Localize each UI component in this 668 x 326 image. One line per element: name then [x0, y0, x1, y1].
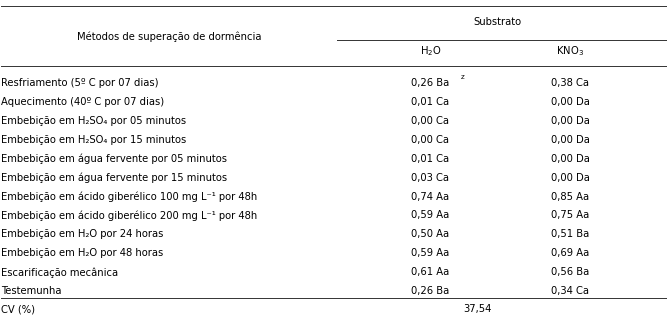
Text: 0,00 Da: 0,00 Da: [550, 96, 590, 107]
Text: Embebição em ácido giberélico 200 mg L⁻¹ por 48h: Embebição em ácido giberélico 200 mg L⁻¹…: [1, 210, 258, 221]
Text: 0,26 Ba: 0,26 Ba: [411, 287, 450, 296]
Text: 0,00 Da: 0,00 Da: [550, 135, 590, 145]
Text: 0,00 Ca: 0,00 Ca: [411, 116, 450, 126]
Text: 0,61 Aa: 0,61 Aa: [411, 267, 450, 277]
Text: 0,75 Aa: 0,75 Aa: [551, 211, 589, 220]
Text: 0,26 Ba: 0,26 Ba: [411, 78, 450, 88]
Text: Escarificação mecânica: Escarificação mecânica: [1, 267, 118, 278]
Text: Substrato: Substrato: [473, 17, 521, 27]
Text: 0,03 Ca: 0,03 Ca: [411, 172, 450, 183]
Text: 0,38 Ca: 0,38 Ca: [551, 78, 589, 88]
Text: 0,01 Ca: 0,01 Ca: [411, 96, 450, 107]
Text: 0,74 Aa: 0,74 Aa: [411, 191, 450, 201]
Text: 0,00 Da: 0,00 Da: [550, 172, 590, 183]
Text: Resfriamento (5º C por 07 dias): Resfriamento (5º C por 07 dias): [1, 78, 159, 88]
Text: Embebição em água fervente por 05 minutos: Embebição em água fervente por 05 minuto…: [1, 153, 227, 164]
Text: 0,59 Aa: 0,59 Aa: [411, 211, 450, 220]
Text: 0,50 Aa: 0,50 Aa: [411, 230, 450, 240]
Text: 0,51 Ba: 0,51 Ba: [551, 230, 589, 240]
Text: 37,54: 37,54: [463, 304, 491, 315]
Text: Métodos de superação de dormência: Métodos de superação de dormência: [77, 32, 262, 42]
Text: KNO$_3$: KNO$_3$: [556, 45, 584, 58]
Text: Embebição em água fervente por 15 minutos: Embebição em água fervente por 15 minuto…: [1, 172, 228, 183]
Text: Embebição em H₂SO₄ por 05 minutos: Embebição em H₂SO₄ por 05 minutos: [1, 116, 186, 126]
Text: z: z: [460, 74, 464, 80]
Text: Testemunha: Testemunha: [1, 287, 62, 296]
Text: 0,00 Ca: 0,00 Ca: [411, 135, 450, 145]
Text: Embebição em H₂O por 48 horas: Embebição em H₂O por 48 horas: [1, 248, 164, 259]
Text: 0,00 Da: 0,00 Da: [550, 116, 590, 126]
Text: Embebição em H₂SO₄ por 15 minutos: Embebição em H₂SO₄ por 15 minutos: [1, 135, 186, 145]
Text: CV (%): CV (%): [1, 304, 35, 315]
Text: Embebição em H₂O por 24 horas: Embebição em H₂O por 24 horas: [1, 230, 164, 240]
Text: 0,59 Aa: 0,59 Aa: [411, 248, 450, 259]
Text: 0,85 Aa: 0,85 Aa: [551, 191, 589, 201]
Text: 0,34 Ca: 0,34 Ca: [551, 287, 589, 296]
Text: Aquecimento (40º C por 07 dias): Aquecimento (40º C por 07 dias): [1, 96, 164, 107]
Text: 0,69 Aa: 0,69 Aa: [551, 248, 589, 259]
Text: 0,01 Ca: 0,01 Ca: [411, 154, 450, 164]
Text: 0,00 Da: 0,00 Da: [550, 154, 590, 164]
Text: H$_2$O: H$_2$O: [420, 45, 442, 58]
Text: 0,56 Ba: 0,56 Ba: [551, 267, 589, 277]
Text: Embebição em ácido giberélico 100 mg L⁻¹ por 48h: Embebição em ácido giberélico 100 mg L⁻¹…: [1, 191, 258, 202]
